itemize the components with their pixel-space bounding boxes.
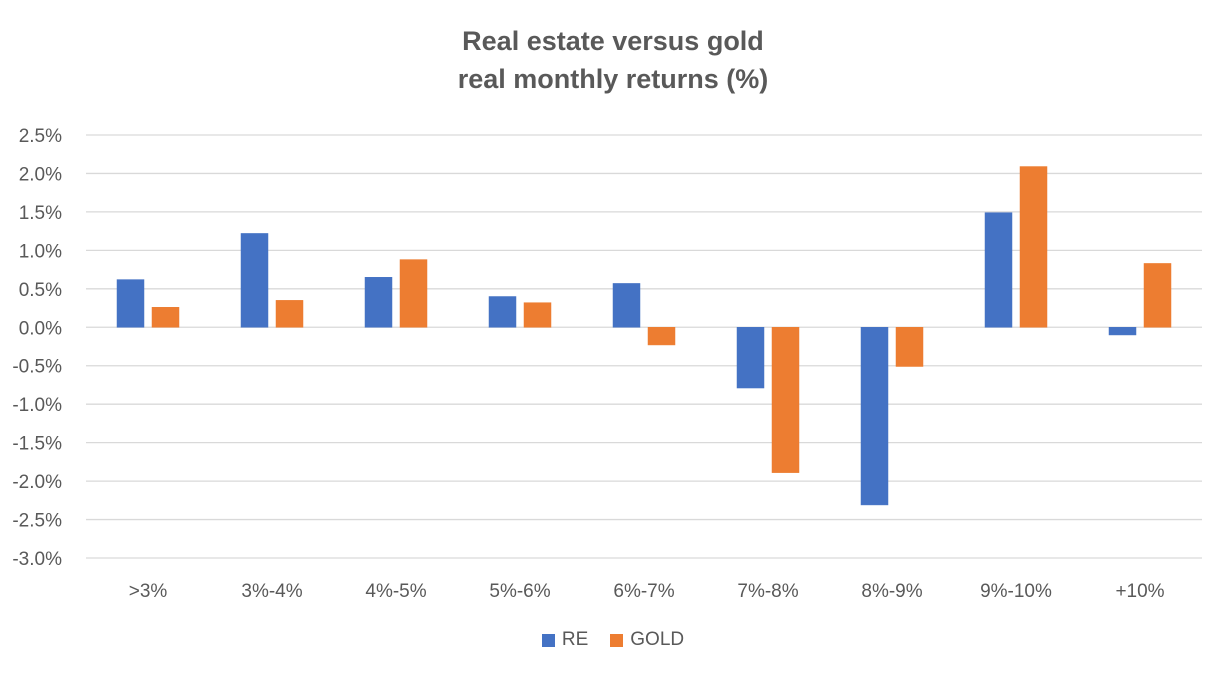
bar-re-6	[860, 327, 889, 506]
y-tick-label: 0.5%	[19, 280, 62, 301]
x-tick-label: 6%-7%	[613, 581, 674, 602]
bar-gold-2	[399, 259, 428, 328]
chart-title-line-1: Real estate versus gold	[462, 26, 764, 56]
bar-gold-3	[523, 302, 552, 328]
chart-title-line-2: real monthly returns (%)	[457, 64, 769, 94]
legend-swatch-gold	[610, 633, 624, 647]
x-tick-label: 7%-8%	[737, 581, 798, 602]
legend: RE GOLD	[0, 629, 1226, 651]
bar-re-4	[612, 283, 641, 328]
y-tick-label: -3.0%	[12, 549, 62, 570]
legend-swatch-re	[541, 633, 555, 647]
x-tick-label: >3%	[129, 581, 168, 602]
bar-gold-0	[151, 307, 180, 328]
legend-item-gold: GOLD	[610, 629, 684, 651]
y-tick-label: 2.5%	[19, 126, 62, 147]
y-tick-label: -0.5%	[12, 357, 62, 378]
legend-label-re: RE	[561, 629, 589, 650]
bar-re-2	[364, 277, 393, 328]
x-tick-label: 4%-5%	[365, 581, 426, 602]
y-tick-label: 1.0%	[19, 241, 62, 262]
y-tick-label: 2.0%	[19, 164, 62, 185]
x-tick-label: +10%	[1115, 581, 1164, 602]
bar-gold-8	[1143, 263, 1172, 328]
y-tick-label: 0.0%	[19, 318, 62, 339]
bar-re-1	[240, 233, 269, 328]
bar-re-7	[984, 212, 1013, 328]
y-tick-label: -1.0%	[12, 395, 62, 416]
y-tick-label: -2.0%	[12, 472, 62, 493]
legend-item-re: RE	[541, 629, 589, 651]
bar-re-8	[1108, 327, 1137, 336]
bar-re-5	[736, 327, 765, 389]
bar-gold-7	[1019, 166, 1048, 328]
x-tick-label: 8%-9%	[861, 581, 922, 602]
y-tick-label: 1.5%	[19, 203, 62, 224]
legend-label-gold: GOLD	[630, 629, 685, 650]
bar-gold-6	[895, 327, 924, 367]
y-tick-label: -1.5%	[12, 434, 62, 455]
bar-gold-4	[647, 327, 676, 346]
y-tick-label: -2.5%	[12, 511, 62, 532]
bar-gold-5	[771, 327, 800, 473]
bar-re-0	[116, 279, 145, 328]
x-tick-label: 3%-4%	[241, 581, 302, 602]
bar-re-3	[488, 296, 517, 328]
x-tick-label: 9%-10%	[980, 581, 1052, 602]
x-tick-label: 5%-6%	[489, 581, 550, 602]
bar-gold-1	[275, 300, 304, 328]
chart-title: Real estate versus gold real monthly ret…	[0, 22, 1226, 98]
